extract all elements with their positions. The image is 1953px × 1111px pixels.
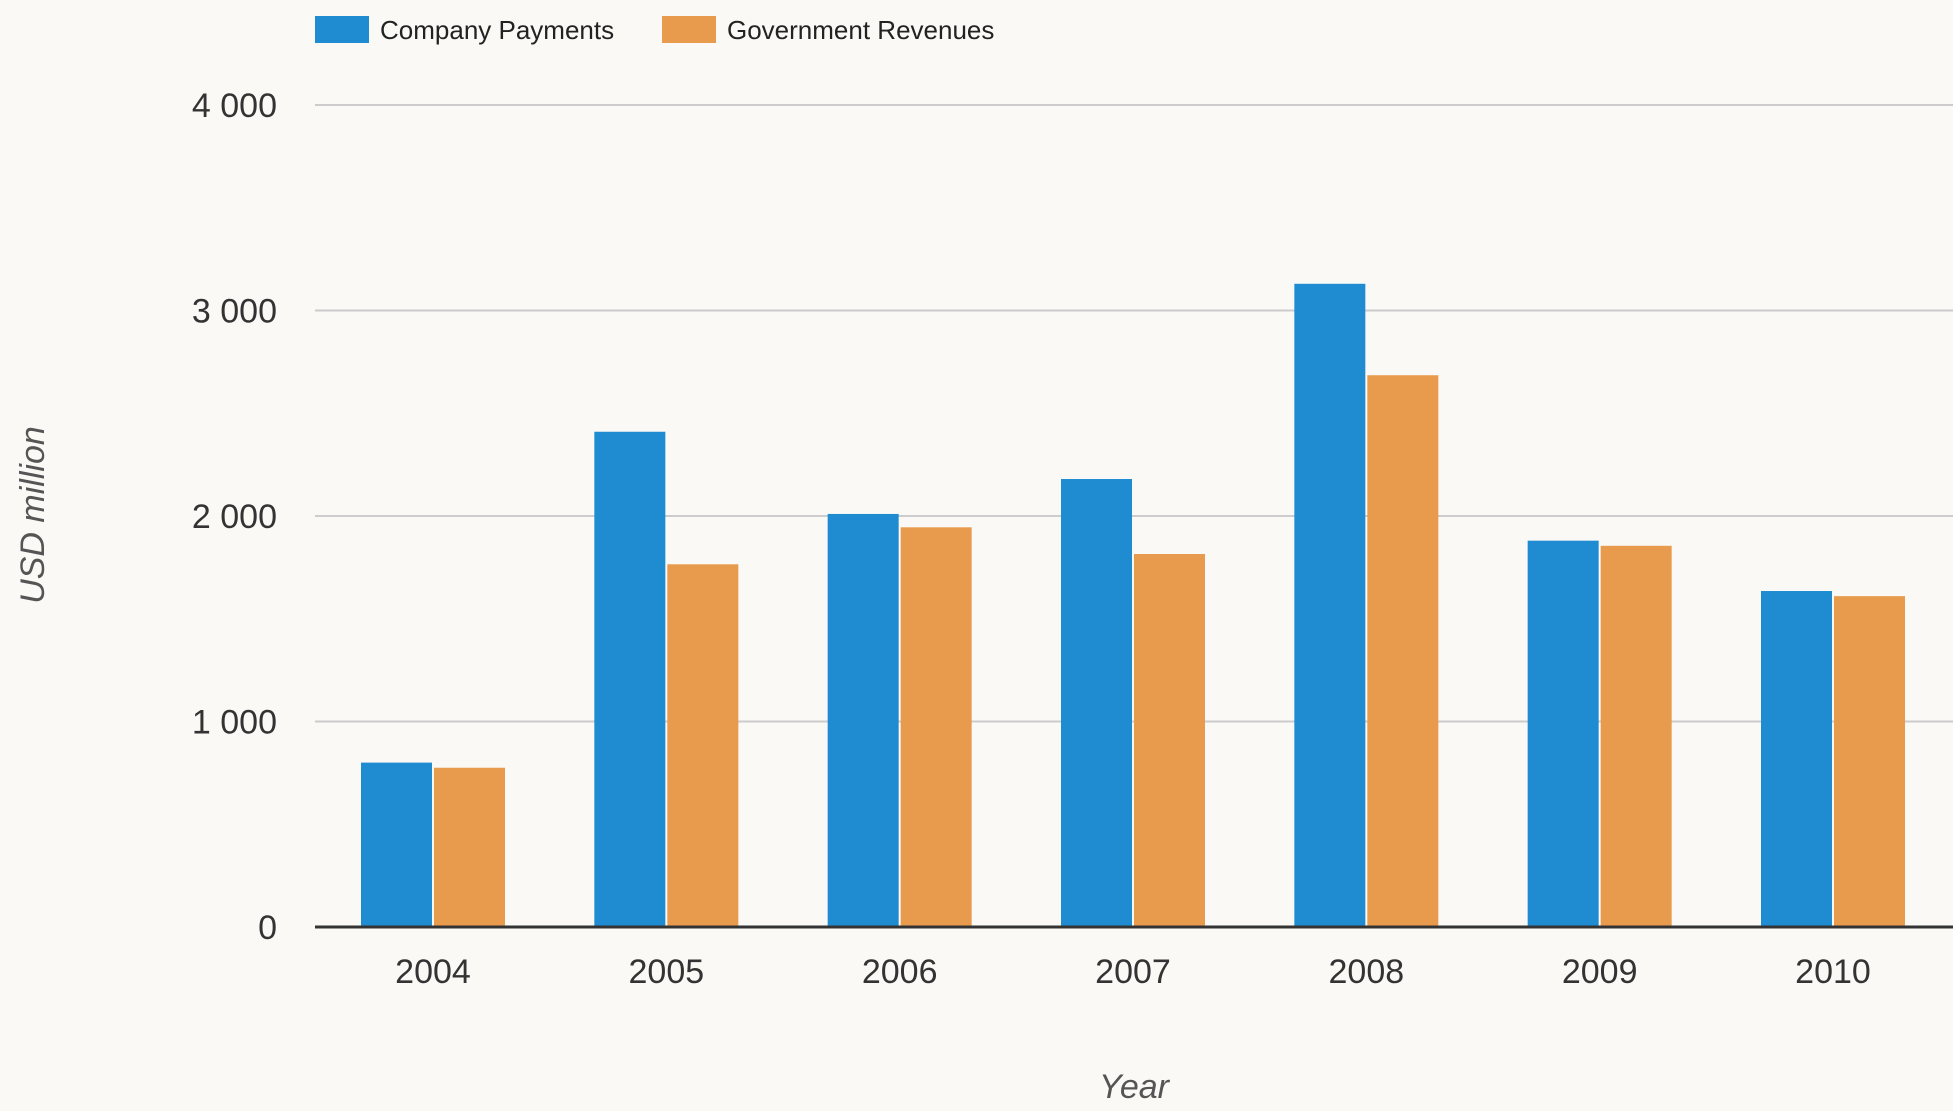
bar-company-payments-2008	[1294, 283, 1366, 927]
bar-government-revenues-2006	[900, 527, 972, 927]
bars	[361, 283, 1905, 927]
x-tick-label: 2009	[1562, 953, 1638, 991]
bar-company-payments-2005	[594, 431, 666, 927]
x-axis-label: Year	[1099, 1068, 1171, 1106]
bar-government-revenues-2009	[1600, 545, 1672, 927]
y-tick-label: 4 000	[192, 87, 277, 125]
y-tick-label: 1 000	[192, 704, 277, 742]
bar-government-revenues-2005	[667, 564, 739, 927]
x-tick-label: 2006	[862, 953, 938, 991]
y-tick-label: 3 000	[192, 293, 277, 331]
legend: Company Payments Government Revenues	[315, 15, 994, 45]
bar-company-payments-2004	[361, 762, 432, 927]
bar-company-payments-2007	[1061, 479, 1132, 927]
legend-label: Government Revenues	[727, 15, 994, 45]
bar-company-payments-2006	[827, 513, 899, 927]
x-tick-label: 2008	[1329, 953, 1405, 991]
x-tick-label: 2005	[629, 953, 705, 991]
bar-government-revenues-2004	[434, 767, 505, 927]
x-tick-label: 2007	[1095, 953, 1171, 991]
bar-company-payments-2010	[1761, 591, 1832, 927]
bar-government-revenues-2007	[1134, 554, 1205, 927]
bar-government-revenues-2010	[1834, 596, 1905, 927]
legend-swatch	[662, 16, 716, 43]
axes: 0 1 000 2 000 3 000 4 000 2004 2005 2006 2007 200…	[192, 87, 1953, 991]
y-tick-label: 0	[258, 909, 277, 947]
legend-swatch	[315, 16, 369, 43]
y-tick-label: 2 000	[192, 498, 277, 536]
bar-company-payments-2009	[1527, 540, 1599, 927]
y-axis-label: USD million	[14, 426, 52, 604]
legend-label: Company Payments	[380, 15, 614, 45]
x-tick-label: 2010	[1795, 953, 1871, 991]
bar-government-revenues-2008	[1367, 375, 1439, 927]
x-tick-label: 2004	[395, 953, 471, 991]
